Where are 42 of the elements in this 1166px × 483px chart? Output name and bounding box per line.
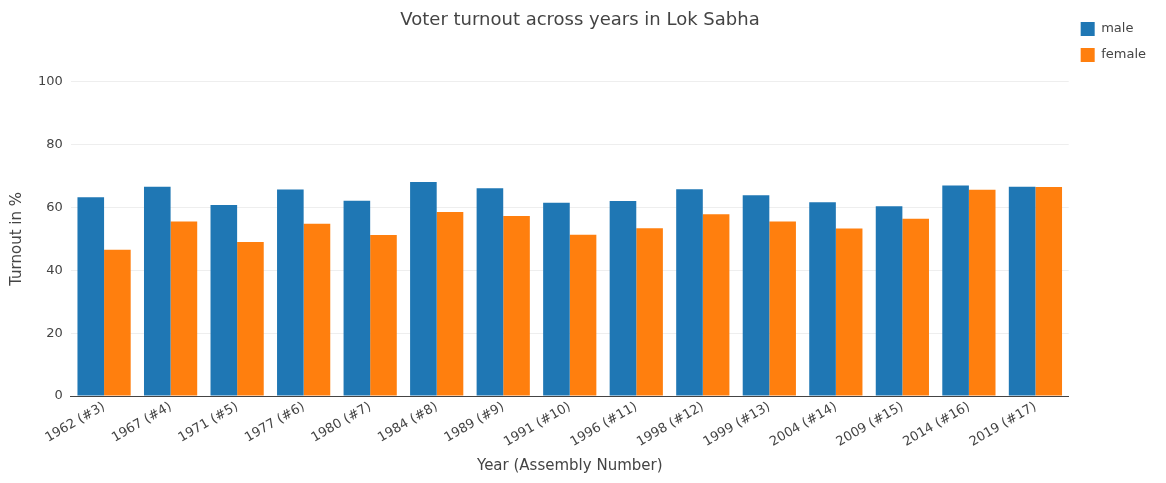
bar	[104, 249, 131, 396]
bar	[609, 201, 637, 396]
y-tick-label: 40	[46, 261, 63, 277]
bar	[676, 189, 703, 396]
x-tick-label: 1971 (#5)	[175, 398, 241, 445]
bar	[809, 202, 836, 396]
bar	[476, 188, 504, 396]
bar	[569, 234, 597, 396]
bar	[902, 218, 929, 396]
bar	[277, 189, 304, 396]
bar	[875, 206, 903, 396]
bar	[1008, 186, 1036, 396]
bar	[143, 186, 171, 396]
bar	[636, 228, 663, 396]
y-tick-label: 60	[46, 198, 63, 214]
bar	[210, 204, 238, 396]
bar	[1035, 186, 1063, 396]
y-tick-label: 100	[37, 72, 63, 88]
bar	[835, 228, 863, 396]
y-tick-label: 0	[54, 387, 63, 403]
y-axis-title: Turnout in %	[6, 191, 25, 287]
x-axis-title: Year (Assembly Number)	[475, 455, 663, 474]
bar	[769, 221, 796, 396]
bar	[303, 223, 331, 396]
bar	[968, 189, 996, 396]
chart-title: Voter turnout across years in Lok Sabha	[400, 8, 760, 30]
bar	[436, 212, 464, 396]
bar	[702, 214, 730, 396]
y-tick-label: 20	[46, 324, 63, 340]
legend-label: male	[1101, 20, 1134, 36]
bar	[343, 200, 371, 396]
legend-label: female	[1101, 46, 1147, 62]
bar	[170, 221, 198, 396]
bar	[370, 235, 397, 396]
bar	[503, 215, 530, 396]
bar	[77, 197, 105, 396]
bar	[742, 195, 770, 396]
bar	[543, 202, 570, 396]
bar	[237, 241, 264, 396]
bar	[942, 185, 969, 396]
bar	[410, 181, 437, 396]
y-tick-label: 80	[46, 135, 63, 151]
